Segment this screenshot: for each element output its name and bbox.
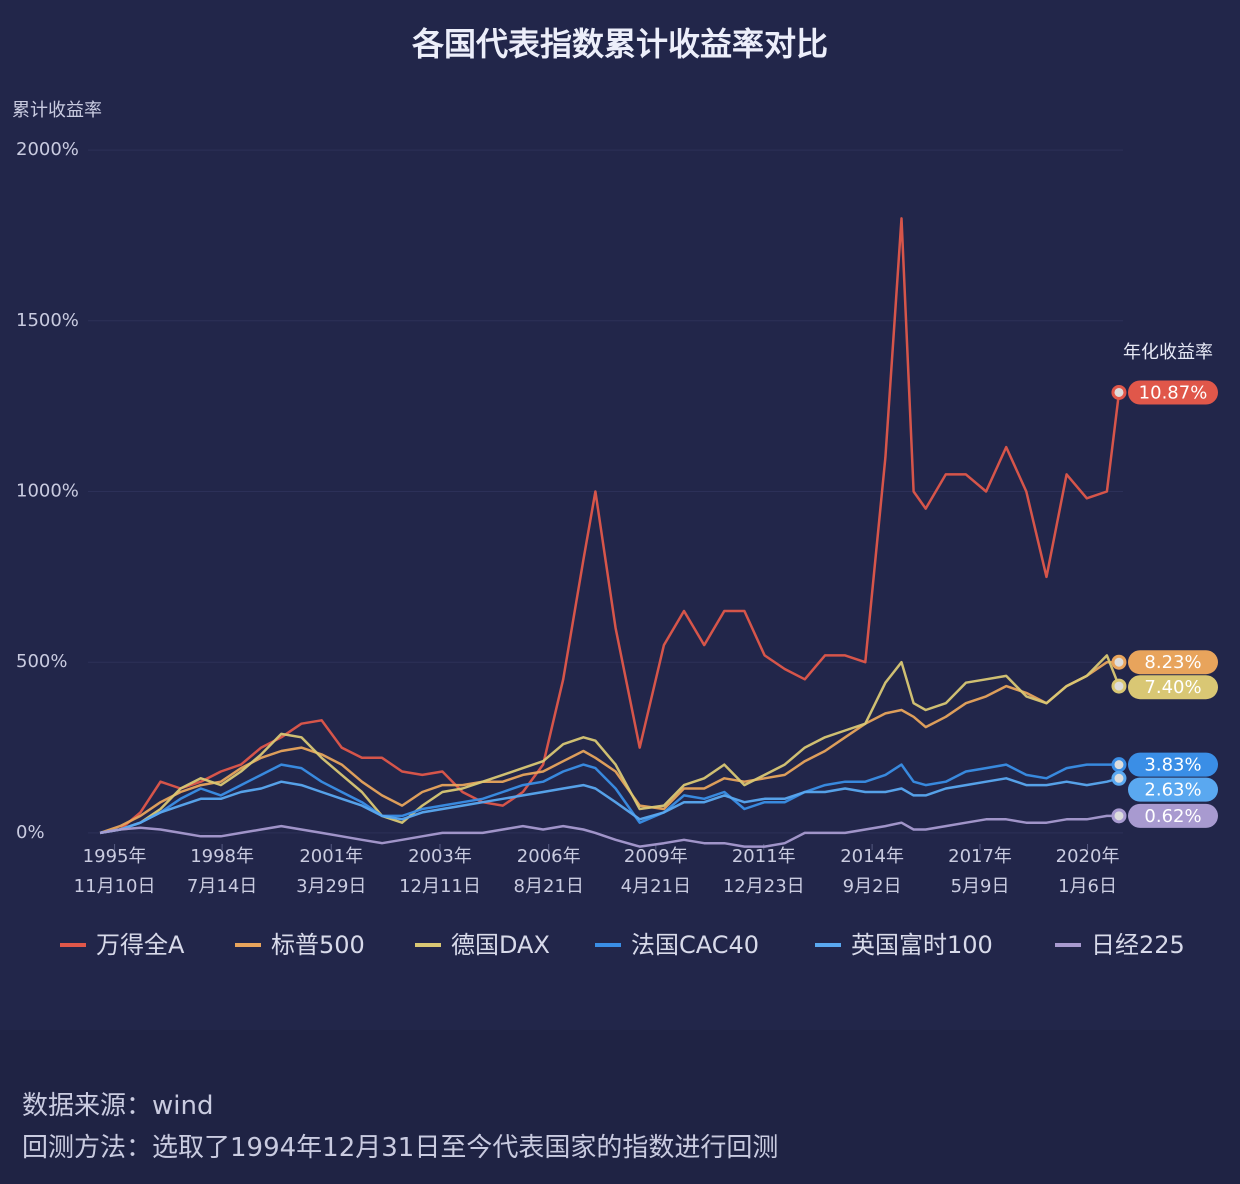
x-tick-label: 1998年 7月14日 [187, 846, 257, 897]
x-tick-label: 2020年 1月6日 [1056, 846, 1120, 897]
x-tick-label-line: 3月29日 [296, 876, 366, 897]
x-tick-label-line: 2003年 [408, 846, 472, 867]
end-label: 8.23% [1144, 652, 1201, 673]
footer: 数据来源：wind 回测方法：选取了1994年12月31日至今代表国家的指数进行… [0, 1030, 1240, 1184]
legend-label: 万得全A [96, 931, 185, 959]
end-marker [1111, 770, 1127, 786]
x-tick-label-line: 12月23日 [723, 876, 805, 897]
x-tick-label-line: 2009年 [624, 846, 688, 867]
series-line [99, 654, 1121, 835]
end-marker [1111, 808, 1127, 824]
x-tick-label-line: 1998年 [190, 846, 254, 867]
x-tick-label-line: 2014年 [840, 846, 904, 867]
x-tick-label-line: 11月10日 [74, 876, 156, 897]
annotation: 年化收益率 [1123, 342, 1213, 363]
legend-label: 日经225 [1091, 931, 1185, 959]
end-label: 3.83% [1144, 755, 1201, 776]
y-tick-label: 0% [16, 822, 45, 843]
x-tick-label: 2009年 4月21日 [621, 846, 691, 897]
chart-title: 各国代表指数累计收益率对比 [412, 25, 828, 63]
x-tick-label: 2001年 3月29日 [296, 846, 366, 897]
x-tick-label-line: 2017年 [948, 846, 1012, 867]
series-line [99, 777, 1120, 835]
end-label-box [1128, 777, 1218, 802]
y-tick-label: 500% [16, 651, 67, 672]
end-label: 10.87% [1139, 382, 1208, 403]
x-tick-label-line: 2020年 [1056, 846, 1120, 867]
series-line [99, 660, 1119, 835]
y-tick-label: 1000% [16, 481, 79, 502]
series-line [99, 763, 1119, 835]
end-marker [1111, 757, 1127, 773]
legend-label: 德国DAX [451, 931, 550, 959]
end-marker [1111, 384, 1127, 400]
x-tick-label: 2014年 9月2日 [840, 846, 904, 897]
series-line [99, 217, 1121, 835]
series-line [99, 814, 1119, 848]
end-marker [1111, 678, 1127, 694]
x-tick-label-line: 2001年 [299, 846, 363, 867]
end-label-box [1128, 675, 1218, 700]
end-marker [1111, 654, 1127, 670]
x-tick-label-line: 4月21日 [621, 876, 691, 897]
end-label-box [1128, 380, 1218, 405]
method: 回测方法：选取了1994年12月31日至今代表国家的指数进行回测 [22, 1133, 779, 1163]
x-tick-label: 2011年 12月23日 [723, 846, 805, 897]
x-tick-label: 1995年 11月10日 [74, 846, 156, 897]
end-label-box [1128, 803, 1218, 828]
y-tick-label: 2000% [16, 139, 79, 160]
legend-label: 标普500 [271, 931, 365, 959]
y-tick-label: 1500% [16, 310, 79, 331]
x-tick-label-line: 12月11日 [399, 876, 481, 897]
x-tick-label-line: 1995年 [83, 846, 147, 867]
x-tick-label-line: 9月2日 [843, 876, 902, 897]
end-label-box [1128, 752, 1218, 777]
legend-label: 法国CAC40 [631, 931, 759, 959]
x-tick-label-line: 8月21日 [514, 876, 584, 897]
x-tick-label: 2003年 12月11日 [399, 846, 481, 897]
source: 数据来源：wind [22, 1091, 214, 1121]
x-tick-label-line: 7月14日 [187, 876, 257, 897]
end-label-box [1128, 650, 1218, 675]
y-axis-label: 累计收益率 [12, 100, 102, 121]
x-tick-label-line: 2006年 [517, 846, 581, 867]
end-label: 0.62% [1144, 806, 1201, 827]
x-tick-label-line: 2011年 [732, 846, 796, 867]
x-tick-label: 2017年 5月9日 [948, 846, 1012, 897]
chart: 各国代表指数累计收益率对比 累计收益率 年化收益率 0% 500% 1000% 150… [12, 25, 1218, 959]
legend-label: 英国富时100 [851, 931, 993, 959]
x-tick-label-line: 1月6日 [1058, 876, 1117, 897]
end-label: 2.63% [1144, 780, 1201, 801]
x-tick-label-line: 5月9日 [951, 876, 1010, 897]
end-label: 7.40% [1144, 677, 1201, 698]
x-tick-label: 2006年 8月21日 [514, 846, 584, 897]
